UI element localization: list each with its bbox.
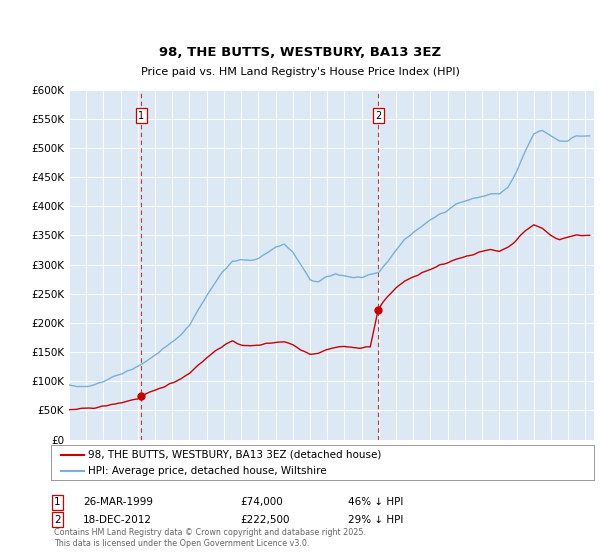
Text: 1: 1 (139, 111, 145, 121)
Text: Price paid vs. HM Land Registry's House Price Index (HPI): Price paid vs. HM Land Registry's House … (140, 67, 460, 77)
Text: 29% ↓ HPI: 29% ↓ HPI (348, 515, 403, 525)
Text: Contains HM Land Registry data © Crown copyright and database right 2025.
This d: Contains HM Land Registry data © Crown c… (54, 528, 366, 548)
Text: 46% ↓ HPI: 46% ↓ HPI (348, 497, 403, 507)
Text: 1: 1 (54, 497, 61, 507)
Text: £222,500: £222,500 (240, 515, 290, 525)
Text: HPI: Average price, detached house, Wiltshire: HPI: Average price, detached house, Wilt… (88, 466, 326, 476)
Text: 2: 2 (54, 515, 61, 525)
Text: £74,000: £74,000 (240, 497, 283, 507)
Text: 98, THE BUTTS, WESTBURY, BA13 3EZ (detached house): 98, THE BUTTS, WESTBURY, BA13 3EZ (detac… (88, 450, 381, 460)
Text: 18-DEC-2012: 18-DEC-2012 (83, 515, 152, 525)
Text: 2: 2 (375, 111, 381, 121)
Text: 26-MAR-1999: 26-MAR-1999 (83, 497, 153, 507)
Text: 98, THE BUTTS, WESTBURY, BA13 3EZ: 98, THE BUTTS, WESTBURY, BA13 3EZ (159, 46, 441, 59)
